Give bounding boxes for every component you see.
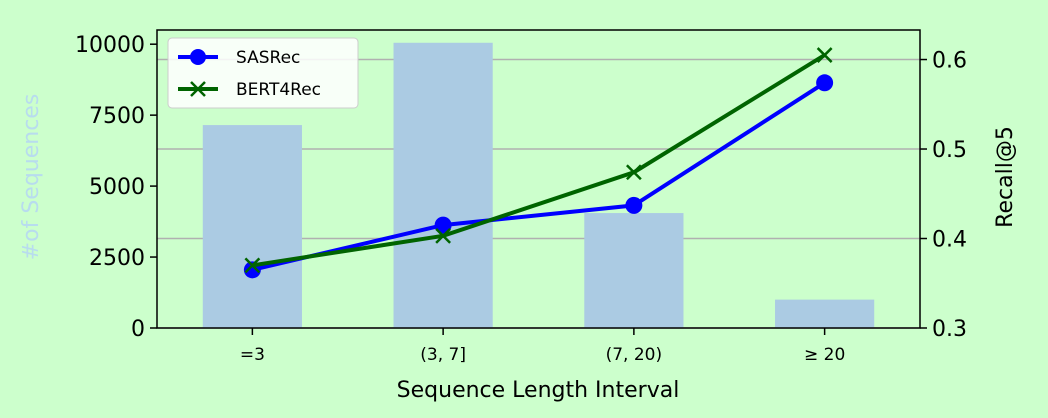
- y-axis-left-label: #of Sequences: [19, 94, 44, 261]
- legend-sasrec-marker: [190, 49, 206, 65]
- y-tick-label-left: 0: [131, 317, 145, 342]
- y-tick-label-left: 10000: [75, 33, 145, 58]
- y-tick-label-right: 0.4: [932, 228, 967, 253]
- series-line: [252, 83, 824, 270]
- legend: SASRec BERT4Rec: [168, 38, 358, 108]
- y-tick-label-right: 0.6: [932, 49, 967, 74]
- x-tick-label: (3, 7]: [420, 345, 466, 365]
- x-axis-label: Sequence Length Interval: [397, 378, 680, 403]
- legend-bert4rec-label: BERT4Rec: [236, 80, 321, 100]
- legend-sasrec-label: SASRec: [236, 48, 300, 68]
- y-tick-label-left: 5000: [89, 175, 145, 200]
- y-tick-label-left: 7500: [89, 104, 145, 129]
- y-axis-right-label: Recall@5: [993, 126, 1018, 228]
- bar: [203, 125, 302, 328]
- data-point: [625, 197, 642, 214]
- y-tick-label-right: 0.5: [932, 138, 967, 163]
- bar: [584, 213, 683, 328]
- x-tick-label: ≥ 20: [804, 345, 845, 365]
- x-tick-label: (7, 20): [606, 345, 663, 365]
- y-tick-label-right: 0.3: [932, 317, 967, 342]
- x-tick-label: =3: [240, 345, 265, 365]
- data-point: [816, 74, 833, 91]
- bar: [775, 300, 874, 328]
- bar: [394, 43, 493, 328]
- y-tick-label-left: 2500: [89, 246, 145, 271]
